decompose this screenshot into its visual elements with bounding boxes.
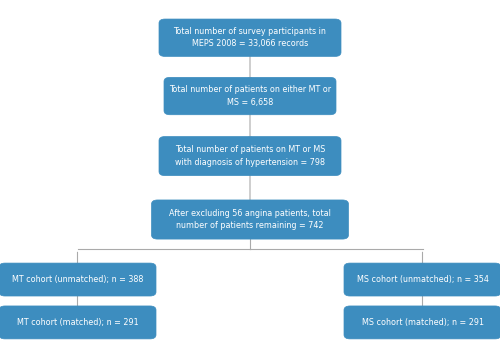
- FancyBboxPatch shape: [0, 306, 156, 339]
- FancyBboxPatch shape: [344, 263, 500, 296]
- Text: MT cohort (unmatched); n = 388: MT cohort (unmatched); n = 388: [12, 275, 143, 284]
- FancyBboxPatch shape: [164, 78, 336, 115]
- FancyBboxPatch shape: [152, 200, 348, 239]
- FancyBboxPatch shape: [159, 19, 341, 56]
- Text: MS cohort (matched); n = 291: MS cohort (matched); n = 291: [362, 318, 484, 327]
- Text: MT cohort (matched); n = 291: MT cohort (matched); n = 291: [16, 318, 138, 327]
- Text: After excluding 56 angina patients, total
number of patients remaining = 742: After excluding 56 angina patients, tota…: [169, 209, 331, 230]
- FancyBboxPatch shape: [344, 306, 500, 339]
- FancyBboxPatch shape: [159, 137, 341, 176]
- Text: MS cohort (unmatched); n = 354: MS cohort (unmatched); n = 354: [356, 275, 488, 284]
- Text: Total number of survey participants in
MEPS 2008 = 33,066 records: Total number of survey participants in M…: [174, 27, 326, 48]
- Text: Total number of patients on either MT or
MS = 6,658: Total number of patients on either MT or…: [169, 85, 331, 107]
- FancyBboxPatch shape: [0, 263, 156, 296]
- Text: Total number of patients on MT or MS
with diagnosis of hypertension = 798: Total number of patients on MT or MS wit…: [175, 145, 325, 167]
